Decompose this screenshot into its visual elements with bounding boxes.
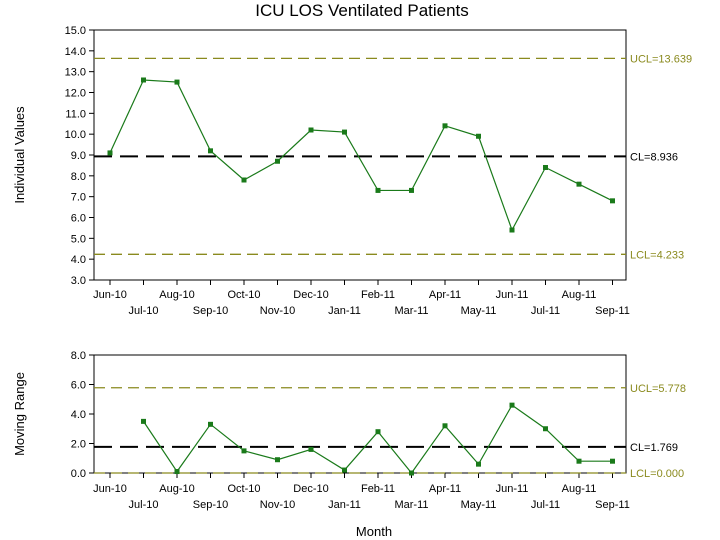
individuals-chart-y-tick-label: 11.0	[65, 108, 86, 120]
individuals-chart-y-tick-label: 8.0	[71, 171, 86, 183]
individuals-chart-y-tick-label: 14.0	[65, 46, 86, 58]
chart-title: ICU LOS Ventilated Patients	[255, 1, 469, 20]
individuals-chart-x-tick-label: Apr-11	[429, 289, 461, 301]
moving-range-chart-x-tick-label: Dec-10	[293, 483, 328, 495]
individuals-chart-series-line	[109, 79, 613, 232]
individuals-chart-y-tick-label: 9.0	[71, 150, 86, 162]
individuals-chart-data-point	[476, 133, 481, 139]
individuals-chart-data-point	[442, 123, 448, 129]
individuals-chart-x-tick-label: Jun-11	[496, 289, 529, 301]
individuals-chart-x-tick-label: Sep-11	[595, 305, 630, 317]
moving-range-chart-x-tick-label: Feb-11	[361, 483, 395, 495]
individuals-chart-x-tick-label: Jul-10	[129, 305, 159, 317]
individuals-chart-y-tick-label: 13.0	[65, 67, 86, 79]
moving-range-chart-x-tick-label: Sep-10	[193, 499, 228, 511]
moving-range-chart-series-line	[143, 404, 613, 474]
individuals-chart-data-point	[174, 79, 180, 85]
moving-range-chart-data-point	[241, 448, 247, 454]
individuals-chart-data-point	[342, 129, 347, 135]
moving-range-chart-x-tick-label: Jun-11	[496, 483, 529, 495]
moving-range-chart-data-point	[610, 458, 615, 464]
moving-range-chart-data-point	[509, 402, 515, 408]
moving-range-chart-data-point	[208, 421, 213, 427]
x-axis-label: Month	[356, 524, 392, 539]
individuals-chart-x-tick-label: Feb-11	[361, 289, 395, 301]
individuals-chart-y-tick-label: 6.0	[71, 213, 86, 225]
individuals-chart-y-tick-label: 15.0	[65, 25, 86, 37]
moving-range-chart-x-tick-label: Jul-11	[531, 499, 560, 511]
individuals-chart-lcl-label: LCL=4.233	[630, 249, 684, 261]
individuals-chart-data-point	[509, 227, 515, 233]
moving-range-chart-y-tick-label: 2.0	[71, 439, 86, 451]
moving-range-chart-data-point	[543, 426, 548, 432]
individuals-chart-data-point	[107, 150, 113, 156]
individuals-chart-x-tick-label: Sep-10	[193, 305, 228, 317]
individuals-chart-data-point	[141, 77, 146, 83]
individuals-chart-x-tick-label: Jan-11	[328, 305, 361, 317]
moving-range-chart-x-tick-label: Sep-11	[595, 499, 630, 511]
moving-range-chart-lcl-label: LCL=0.000	[630, 468, 684, 480]
individuals-chart-ucl-label: UCL=13.639	[630, 53, 692, 65]
moving-range-chart-data-point	[275, 457, 280, 463]
moving-range-chart-x-tick-label: Aug-10	[159, 483, 194, 495]
individuals-chart-y-tick-label: 12.0	[65, 88, 86, 100]
individuals-chart-x-tick-label: Nov-10	[260, 305, 295, 317]
moving-range-chart-data-point	[308, 446, 314, 452]
moving-range-chart-data-point	[375, 429, 381, 435]
moving-range-chart-data-point	[442, 423, 448, 429]
individuals-chart-x-tick-label: Mar-11	[394, 305, 428, 317]
moving-range-chart-data-point	[576, 458, 582, 464]
individuals-chart-data-point	[375, 187, 381, 193]
moving-range-chart-data-point	[141, 418, 146, 424]
individuals-chart-data-point	[208, 148, 213, 154]
individuals-chart-y-tick-label: 10.0	[65, 129, 86, 141]
individuals-chart-y-tick-label: 4.0	[71, 254, 86, 266]
moving-range-chart-x-tick-label: Aug-11	[562, 483, 597, 495]
individuals-chart-data-point	[610, 198, 615, 204]
individuals-chart-cl-label: CL=8.936	[630, 151, 678, 163]
moving-range-chart-cl-label: CL=1.769	[630, 442, 678, 454]
moving-range-chart-x-tick-label: Apr-11	[429, 483, 461, 495]
individuals-chart-x-tick-label: Oct-10	[227, 289, 260, 301]
moving-range-chart-x-tick-label: Jun-10	[93, 483, 127, 495]
moving-range-chart-x-tick-label: Nov-10	[260, 499, 295, 511]
individuals-chart-data-point	[308, 127, 314, 133]
individuals-chart-x-tick-label: Jul-11	[531, 305, 560, 317]
moving-range-chart-x-tick-label: Mar-11	[394, 499, 428, 511]
individuals-chart-data-point	[275, 158, 280, 164]
moving-range-chart-data-point	[342, 467, 347, 473]
moving-range-chart-y-tick-label: 6.0	[71, 380, 86, 392]
individuals-chart-data-point	[409, 187, 414, 193]
moving-range-chart-x-tick-label: Jul-10	[129, 499, 159, 511]
individuals-chart-y-axis-label: Individual Values	[12, 106, 27, 204]
individuals-chart-y-tick-label: 3.0	[71, 275, 86, 287]
moving-range-chart-y-axis-label: Moving Range	[12, 372, 27, 456]
individuals-chart-data-point	[576, 181, 582, 187]
individuals-chart-y-tick-label: 5.0	[71, 233, 86, 245]
moving-range-chart-x-tick-label: Oct-10	[227, 483, 260, 495]
individuals-chart-data-point	[543, 165, 548, 170]
moving-range-chart-ucl-label: UCL=5.778	[630, 383, 686, 395]
individuals-chart-y-tick-label: 7.0	[71, 192, 86, 204]
moving-range-chart-y-tick-label: 4.0	[71, 409, 86, 421]
individuals-chart-plot-area	[93, 29, 627, 281]
moving-range-chart-x-tick-label: Jan-11	[328, 499, 361, 511]
moving-range-chart-data-point	[174, 469, 180, 475]
moving-range-chart-y-tick-label: 8.0	[71, 350, 86, 362]
moving-range-chart-data-point	[476, 461, 481, 467]
individuals-chart-x-tick-label: Jun-10	[93, 289, 127, 301]
moving-range-chart-plot-area	[93, 354, 627, 474]
moving-range-chart-x-tick-label: May-11	[461, 499, 497, 511]
moving-range-chart-y-tick-label: 0.0	[71, 468, 86, 480]
moving-range-chart-data-point	[409, 470, 414, 476]
individuals-chart-data-point	[241, 177, 247, 183]
individuals-chart-x-tick-label: Aug-11	[562, 289, 597, 301]
individuals-chart-x-tick-label: Aug-10	[159, 289, 194, 301]
individuals-chart-x-tick-label: Dec-10	[293, 289, 328, 301]
individuals-chart-x-tick-label: May-11	[461, 305, 497, 317]
